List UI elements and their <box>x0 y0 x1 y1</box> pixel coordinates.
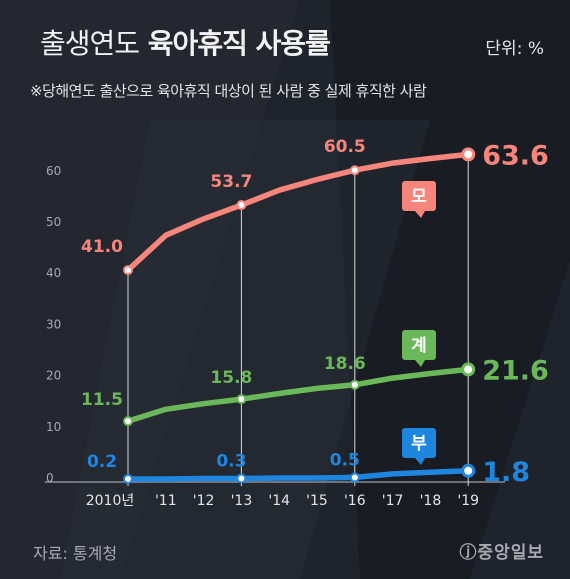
data-label: 0.2 <box>87 452 117 472</box>
series-badge: 모 <box>402 181 436 218</box>
series-badge: 부 <box>402 428 436 465</box>
y-tick-label: 20 <box>46 369 61 383</box>
data-point <box>236 473 247 484</box>
series-line <box>125 151 471 273</box>
x-tick-label: '14 <box>268 493 290 509</box>
data-label-final: 1.8 <box>482 457 530 488</box>
x-tick-label: '13 <box>231 493 253 509</box>
x-tick-label: '16 <box>344 493 366 509</box>
data-label: 0.5 <box>330 450 360 470</box>
badge-pointer <box>415 211 425 218</box>
badge-pointer <box>415 458 425 465</box>
badge-pointer <box>415 360 425 367</box>
data-point <box>236 200 247 211</box>
page-title: 출생연도 육아휴직 사용률 <box>40 22 331 62</box>
badge-box <box>402 330 436 360</box>
data-label-final: 63.6 <box>482 140 549 171</box>
title-main: 육아휴직 사용률 <box>147 27 331 60</box>
x-tick-label: '18 <box>420 493 442 509</box>
data-point <box>461 463 476 478</box>
x-tick-label: '12 <box>193 493 215 509</box>
y-tick-label: 40 <box>46 266 61 280</box>
publisher-logo: ⓙ중앙일보 <box>459 543 544 563</box>
x-tick-label: '11 <box>155 493 177 509</box>
data-label: 15.8 <box>210 368 252 388</box>
data-label-final: 21.6 <box>482 355 549 386</box>
y-tick-label: 0 <box>46 471 54 485</box>
data-point <box>123 473 133 484</box>
source-note: 자료: 통계청 <box>33 544 118 563</box>
badge-label: 부 <box>411 434 427 454</box>
unit-label: 단위: % <box>485 39 544 59</box>
badge-label: 계 <box>411 336 427 356</box>
x-tick-label: '19 <box>457 493 479 509</box>
y-tick-label: 30 <box>46 317 61 331</box>
series-badge: 계 <box>402 330 436 367</box>
x-tick-label: '17 <box>382 493 404 509</box>
badge-box <box>402 428 436 458</box>
data-point <box>123 265 133 276</box>
data-label: 53.7 <box>210 172 252 192</box>
data-point <box>461 362 476 377</box>
x-tick-label: 2010년 <box>86 493 135 509</box>
series-line <box>125 468 471 482</box>
data-point <box>123 416 133 427</box>
data-label: 41.0 <box>81 237 123 257</box>
badge-box <box>402 181 436 211</box>
data-label: 18.6 <box>324 354 366 374</box>
data-point <box>236 394 247 405</box>
data-label: 60.5 <box>324 137 366 157</box>
subtitle: ※당해연도 출산으로 육아휴직 대상이 된 사람 중 실제 휴직한 사람 <box>30 82 427 100</box>
badge-label: 모 <box>411 187 427 207</box>
x-tick-label: '15 <box>306 493 328 509</box>
data-point <box>349 472 360 483</box>
data-label: 0.3 <box>216 451 246 471</box>
y-tick-label: 50 <box>46 215 61 229</box>
data-point <box>461 147 476 162</box>
data-point <box>349 379 360 390</box>
y-tick-label: 10 <box>46 420 61 434</box>
y-tick-label: 60 <box>46 164 61 178</box>
data-label: 11.5 <box>81 390 123 410</box>
series-line <box>125 366 471 424</box>
title-prefix: 출생연도 <box>40 27 140 60</box>
data-point <box>349 165 360 176</box>
